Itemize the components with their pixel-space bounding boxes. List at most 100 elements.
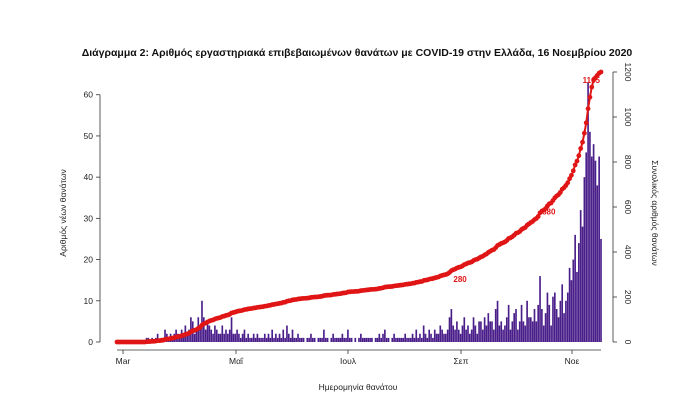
bar <box>557 317 560 342</box>
bar <box>227 333 229 342</box>
bar <box>251 337 253 342</box>
cumulative-point <box>589 84 595 90</box>
y-tick-label: 50 <box>84 131 94 141</box>
bar <box>193 333 196 342</box>
bar <box>548 304 551 342</box>
bar <box>317 337 320 342</box>
bar <box>450 309 453 342</box>
bar <box>481 329 484 342</box>
bar <box>539 276 541 342</box>
bar <box>310 333 312 342</box>
bar <box>208 325 211 342</box>
bar <box>358 337 360 342</box>
bar <box>263 333 266 342</box>
bar <box>287 333 290 342</box>
bar <box>470 329 473 342</box>
bar <box>201 300 203 342</box>
bar <box>531 321 534 342</box>
bar <box>387 337 390 342</box>
bar <box>579 210 582 342</box>
bar <box>225 329 227 342</box>
cumulative-point <box>565 180 571 186</box>
bar <box>380 337 382 342</box>
bar <box>600 238 602 342</box>
bar <box>247 333 249 342</box>
bar <box>511 321 514 342</box>
bar <box>444 333 447 342</box>
bar <box>570 280 573 342</box>
chart-title: Διάγραμμα 2: Αριθμός εργαστηριακά επιβεβ… <box>82 47 633 59</box>
bar <box>420 337 423 342</box>
cumulative-line <box>117 71 602 343</box>
bar <box>513 313 515 342</box>
bar <box>254 337 257 342</box>
bar <box>550 325 552 342</box>
plot-area: 280 580 1165 <box>114 69 604 345</box>
bar <box>402 337 405 342</box>
bar <box>345 337 347 342</box>
bar <box>411 333 414 342</box>
bar <box>537 304 540 342</box>
bar <box>417 337 419 342</box>
bar <box>256 333 259 342</box>
bar <box>472 317 475 342</box>
bar <box>572 259 575 342</box>
bar <box>546 292 549 342</box>
bar <box>565 300 567 342</box>
bar <box>300 337 303 342</box>
annotation-label: 580 <box>542 208 556 217</box>
bar <box>363 337 366 342</box>
bar <box>330 337 333 342</box>
bar <box>435 333 438 342</box>
bar <box>371 337 373 342</box>
y2-tick-label: 1200 <box>623 63 633 82</box>
bar <box>576 271 578 342</box>
annotation-label: 280 <box>453 275 467 284</box>
bar <box>391 337 394 342</box>
bar <box>491 321 493 342</box>
bar <box>321 337 323 342</box>
bar <box>369 337 371 342</box>
bar <box>406 337 408 342</box>
bar <box>465 329 467 342</box>
bar <box>433 329 436 342</box>
bar <box>295 337 298 342</box>
bar <box>594 160 597 342</box>
bar <box>544 313 547 342</box>
bar <box>384 329 386 342</box>
bar <box>500 321 503 342</box>
bar <box>505 317 508 342</box>
bar <box>555 309 558 342</box>
bar <box>515 309 517 342</box>
bar <box>563 313 565 342</box>
cumulative-point <box>570 168 576 174</box>
bar <box>350 337 353 342</box>
bar <box>204 329 207 342</box>
bar <box>289 337 292 342</box>
x-tick-label: Mar <box>116 356 131 366</box>
bar <box>280 337 283 342</box>
bar <box>269 337 272 342</box>
bar <box>343 337 346 342</box>
bar <box>260 337 262 342</box>
bar <box>568 267 571 342</box>
bar <box>202 317 205 342</box>
bar <box>478 321 480 342</box>
bar <box>469 333 471 342</box>
bar <box>419 333 421 342</box>
bar <box>578 243 580 342</box>
bar <box>459 333 462 342</box>
bar <box>354 337 357 342</box>
bar <box>367 337 370 342</box>
bar <box>262 337 264 342</box>
bar <box>217 333 220 342</box>
bar <box>507 304 510 342</box>
bar <box>297 333 299 342</box>
bar <box>561 284 564 342</box>
right-y-axis: 0 200 400 600 800 1000 1200 <box>612 63 633 345</box>
bar <box>271 329 273 342</box>
bar <box>341 333 344 342</box>
bar <box>186 333 189 342</box>
bar <box>319 337 322 342</box>
bar <box>374 337 377 342</box>
